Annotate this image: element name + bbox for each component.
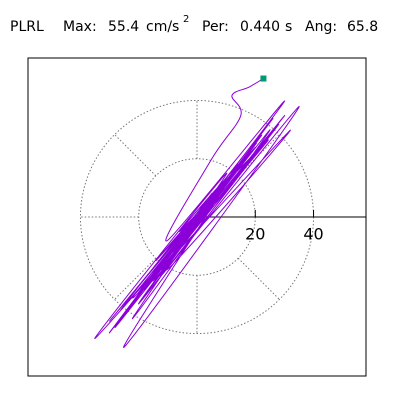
trajectory — [94, 78, 300, 348]
end-marker — [260, 75, 267, 82]
per-value: 0.440 — [240, 19, 280, 35]
station: PLRL — [10, 19, 44, 35]
grid-spoke — [237, 257, 280, 300]
max-value: 55.4 — [108, 19, 139, 35]
per-unit: s — [285, 19, 292, 35]
ang-label: Ang: — [305, 19, 337, 35]
max-unit-exp: 2 — [183, 14, 189, 25]
grid-spoke — [114, 257, 157, 300]
per-label: Per: — [202, 19, 229, 35]
max-label: Max: — [63, 19, 97, 35]
max-unit: cm/s — [146, 19, 179, 35]
ang-value: 65.8 — [347, 19, 378, 35]
x-tick-label: 20 — [245, 225, 265, 244]
grid-spoke — [114, 134, 157, 177]
x-tick-label: 40 — [303, 225, 323, 244]
